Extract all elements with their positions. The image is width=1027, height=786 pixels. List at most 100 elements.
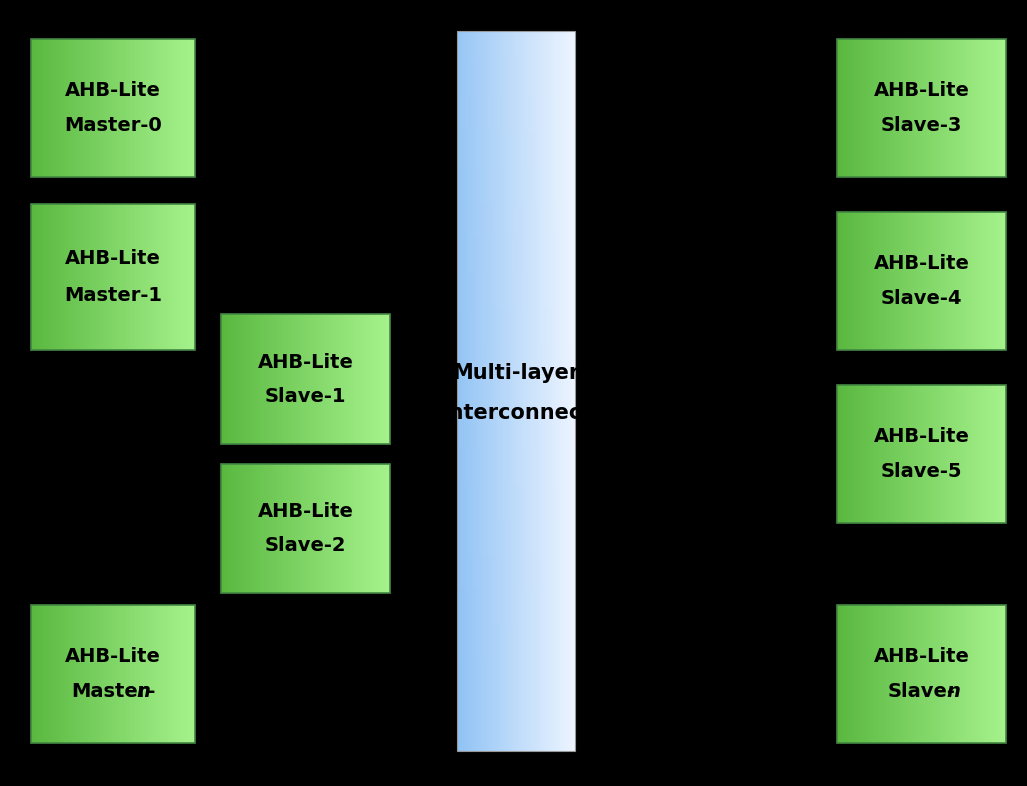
Bar: [457, 535, 575, 538]
Bar: [457, 89, 575, 93]
Bar: [837, 385, 1006, 523]
Bar: [457, 488, 575, 492]
Bar: [457, 71, 575, 75]
Bar: [457, 718, 575, 722]
Bar: [457, 406, 575, 409]
Bar: [457, 509, 575, 513]
Bar: [457, 290, 575, 294]
Bar: [457, 589, 575, 593]
Bar: [457, 171, 575, 175]
Bar: [457, 499, 575, 502]
Text: Master-: Master-: [71, 682, 155, 701]
Bar: [457, 315, 575, 319]
Bar: [457, 545, 575, 549]
Bar: [457, 427, 575, 431]
Bar: [457, 283, 575, 287]
Bar: [457, 365, 575, 369]
Bar: [457, 711, 575, 714]
Text: AHB-Lite: AHB-Lite: [65, 647, 161, 666]
Bar: [457, 53, 575, 57]
Bar: [457, 564, 575, 567]
Bar: [457, 459, 575, 463]
Bar: [457, 431, 575, 434]
Bar: [457, 333, 575, 337]
Bar: [457, 186, 575, 189]
Bar: [457, 42, 575, 46]
Text: Slave-: Slave-: [887, 682, 956, 701]
Bar: [457, 744, 575, 747]
Bar: [457, 686, 575, 689]
Bar: [457, 607, 575, 611]
Bar: [457, 571, 575, 575]
Bar: [457, 168, 575, 171]
Bar: [457, 219, 575, 222]
Bar: [457, 387, 575, 391]
Bar: [457, 474, 575, 477]
Bar: [457, 596, 575, 600]
Bar: [457, 103, 575, 107]
Bar: [457, 305, 575, 308]
Text: Interconnect: Interconnect: [441, 402, 592, 423]
Bar: [457, 276, 575, 280]
Bar: [457, 668, 575, 671]
Text: Multi-layer: Multi-layer: [453, 363, 579, 384]
Bar: [457, 621, 575, 625]
Bar: [457, 64, 575, 68]
Bar: [457, 319, 575, 323]
Bar: [457, 707, 575, 711]
Bar: [457, 506, 575, 509]
Bar: [457, 736, 575, 740]
Bar: [457, 143, 575, 146]
Bar: [457, 449, 575, 452]
Bar: [457, 556, 575, 560]
Bar: [457, 531, 575, 534]
Bar: [457, 208, 575, 211]
Bar: [457, 280, 575, 283]
Bar: [457, 118, 575, 121]
Bar: [457, 75, 575, 78]
Bar: [457, 255, 575, 258]
Bar: [457, 164, 575, 168]
Bar: [457, 650, 575, 653]
Bar: [457, 560, 575, 564]
Bar: [457, 121, 575, 125]
Bar: [31, 605, 195, 743]
Bar: [457, 222, 575, 226]
Bar: [457, 384, 575, 387]
Bar: [457, 298, 575, 301]
Text: n: n: [946, 682, 960, 701]
Bar: [457, 61, 575, 64]
Bar: [457, 82, 575, 86]
Bar: [457, 538, 575, 542]
Bar: [457, 161, 575, 164]
Bar: [457, 196, 575, 200]
Bar: [457, 636, 575, 639]
Bar: [457, 68, 575, 71]
Bar: [457, 477, 575, 481]
Bar: [457, 287, 575, 290]
Bar: [457, 189, 575, 193]
Bar: [457, 251, 575, 255]
Bar: [457, 312, 575, 315]
Bar: [457, 399, 575, 402]
Text: Slave-2: Slave-2: [265, 536, 346, 555]
Bar: [457, 107, 575, 111]
Bar: [457, 96, 575, 100]
Bar: [457, 470, 575, 474]
Bar: [457, 247, 575, 251]
Text: AHB-Lite: AHB-Lite: [65, 81, 161, 100]
Bar: [457, 326, 575, 330]
Text: AHB-Lite: AHB-Lite: [874, 81, 969, 100]
Bar: [457, 600, 575, 603]
Bar: [457, 258, 575, 262]
Text: n: n: [137, 682, 150, 701]
Bar: [457, 661, 575, 664]
Bar: [457, 93, 575, 96]
Bar: [457, 233, 575, 237]
Bar: [457, 358, 575, 362]
Bar: [457, 136, 575, 139]
Text: AHB-Lite: AHB-Lite: [874, 427, 969, 446]
Bar: [457, 39, 575, 42]
Bar: [457, 542, 575, 545]
Bar: [457, 351, 575, 355]
